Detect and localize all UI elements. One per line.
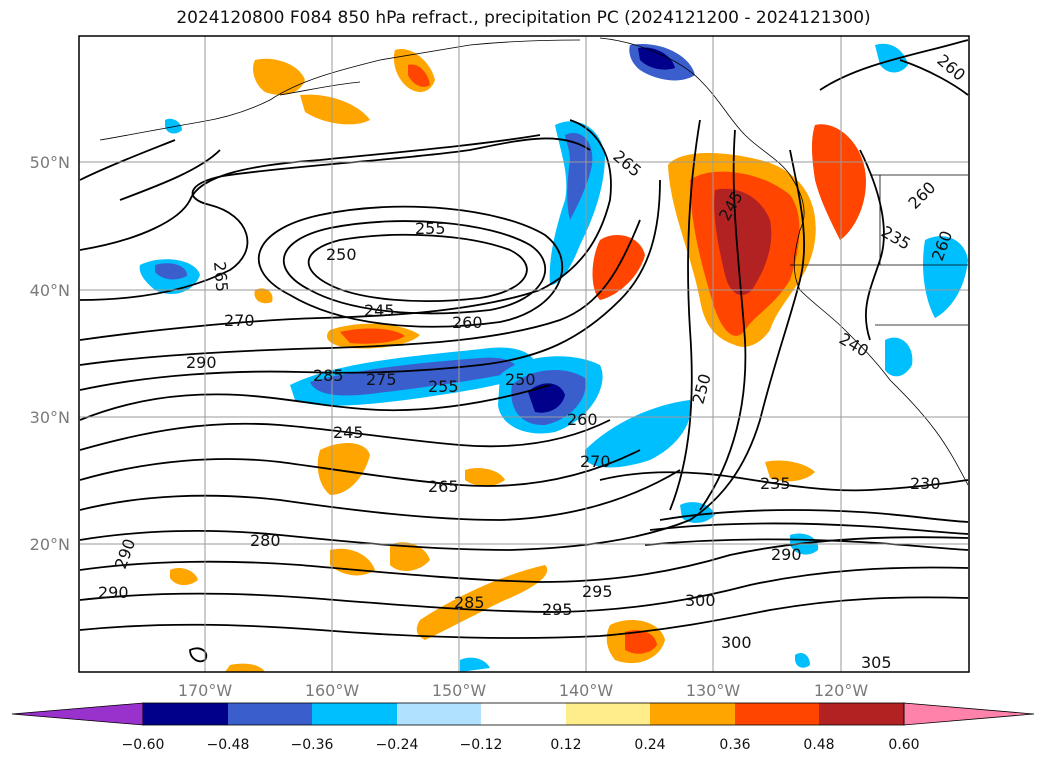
colorbar: −0.60 −0.48 −0.36 −0.24 −0.12 0.12 0.24 … xyxy=(11,702,1035,753)
contour-label: 285 xyxy=(313,366,344,385)
colorbar-segment xyxy=(819,703,904,725)
contour-label: 270 xyxy=(224,311,255,330)
contour-label: 260 xyxy=(452,313,483,332)
colorbar-segment xyxy=(481,703,566,725)
colorbar-segment xyxy=(228,703,312,725)
colorbar-tick-label: 0.24 xyxy=(634,737,665,753)
map-title: 2024120800 F084 850 hPa refract., precip… xyxy=(176,8,871,28)
contour-label: 250 xyxy=(326,245,357,264)
lon-label-120w: 120°W xyxy=(814,681,869,700)
contour-label: 295 xyxy=(582,582,613,601)
colorbar-segment xyxy=(735,703,819,725)
contour-label: 270 xyxy=(580,452,611,471)
contour-label: 300 xyxy=(685,591,716,610)
contour-label: 305 xyxy=(861,653,892,672)
lon-label-130w: 130°W xyxy=(686,681,741,700)
colorbar-extend-high xyxy=(903,702,1035,726)
colorbar-tick-label: 0.12 xyxy=(550,737,581,753)
contour-label: 290 xyxy=(771,545,802,564)
graticule xyxy=(79,36,969,672)
colorbar-segment xyxy=(397,703,481,725)
map-frame xyxy=(78,35,970,673)
latitude-labels: 50°N 40°N 30°N 20°N xyxy=(30,153,70,554)
lon-label-140w: 140°W xyxy=(559,681,614,700)
contour-label: 230 xyxy=(910,474,941,493)
colorbar-extend-low xyxy=(11,702,144,726)
contour-label: 245 xyxy=(333,423,364,442)
contour-label: 260 xyxy=(567,410,598,429)
contour-label: 295 xyxy=(542,600,573,619)
contour-label: 280 xyxy=(250,531,281,550)
colorbar-tick-label: −0.36 xyxy=(291,737,334,753)
lat-label-40n: 40°N xyxy=(30,281,70,300)
lon-label-150w: 150°W xyxy=(432,681,487,700)
colorbar-tick-label: −0.60 xyxy=(122,737,165,753)
colorbar-frame xyxy=(142,702,905,726)
lat-label-50n: 50°N xyxy=(30,153,70,172)
contour-label: 285 xyxy=(454,593,485,612)
contour-label: 265 xyxy=(210,261,232,293)
colorbar-tick-label: 0.48 xyxy=(803,737,834,753)
colorbar-tick-label: 0.36 xyxy=(719,737,750,753)
coastlines xyxy=(99,37,969,486)
colorbar-tick-label: −0.12 xyxy=(460,737,503,753)
contour-label: 235 xyxy=(760,474,791,493)
lon-label-170w: 170°W xyxy=(178,681,233,700)
colorbar-segment xyxy=(312,703,397,725)
precip-positive-shading xyxy=(170,49,866,672)
contour-label: 300 xyxy=(721,633,752,652)
colorbar-segment xyxy=(143,703,228,725)
colorbar-tick-label: −0.48 xyxy=(207,737,250,753)
contour-label: 290 xyxy=(186,353,217,372)
contour-label: 255 xyxy=(428,377,459,396)
lat-label-20n: 20°N xyxy=(30,535,70,554)
colorbar-tick-label: −0.24 xyxy=(376,737,419,753)
contour-label: 290 xyxy=(98,583,129,602)
contour-label: 245 xyxy=(364,301,395,320)
lon-label-160w: 160°W xyxy=(305,681,360,700)
contour-label: 265 xyxy=(428,477,459,496)
contour-label: 250 xyxy=(505,370,536,389)
colorbar-tick-label: 0.60 xyxy=(888,737,919,753)
contour-label: 275 xyxy=(366,370,397,389)
colorbar-segment xyxy=(566,703,650,725)
map-panel: 255 250 265 245 270 260 290 285 275 255 … xyxy=(78,35,970,673)
lat-label-30n: 30°N xyxy=(30,408,70,427)
colorbar-segment xyxy=(650,703,735,725)
contour-label: 255 xyxy=(415,219,446,238)
longitude-labels: 170°W 160°W 150°W 140°W 130°W 120°W xyxy=(178,681,869,700)
